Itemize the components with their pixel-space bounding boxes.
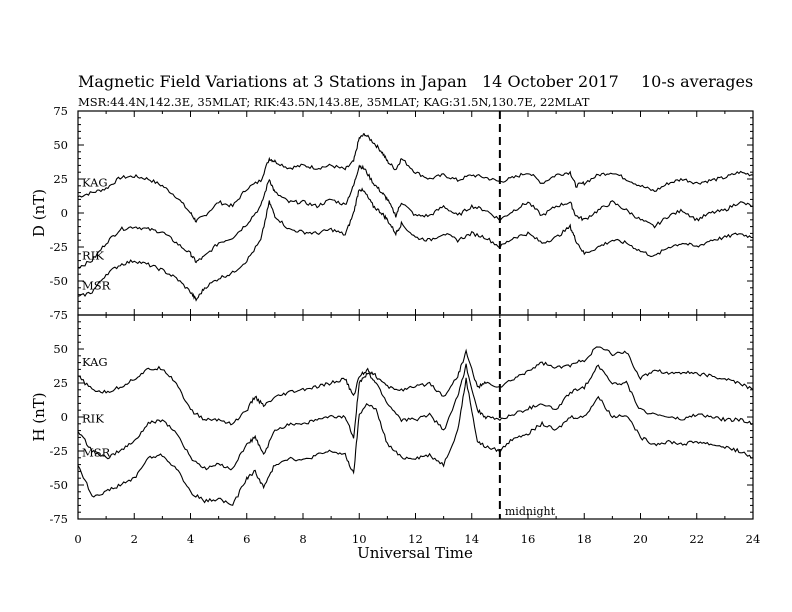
x-tick-label: 22 [689,532,704,546]
x-axis-label: Universal Time [357,544,473,562]
chart-date: 14 October 2017 [482,72,619,91]
x-tick-label: 2 [131,532,138,546]
top-series-label-rik: RIK [82,248,104,262]
bottom-y-tick-label: 25 [53,376,68,390]
top-series-msr-line [77,187,753,302]
x-tick-label: 0 [74,532,81,546]
bottom-series-label-rik: RIK [82,412,104,426]
x-tick-label: 14 [464,532,479,546]
bottom-y-tick-label: 0 [61,410,68,424]
chart-averaging: 10-s averages [641,72,753,91]
x-tick-label: 20 [633,532,648,546]
x-tick-label: 12 [408,532,423,546]
top-y-tick-label: 50 [53,138,68,152]
x-tick-label: 6 [243,532,250,546]
panel-top-frame [77,110,754,316]
top-series-kag-line [77,133,754,223]
bottom-series-kag-line [77,346,754,426]
x-tick-label: 8 [299,532,306,546]
chart-title: Magnetic Field Variations at 3 Stations … [78,72,467,91]
x-tick-label: 4 [187,532,194,546]
top-y-tick-label: -75 [49,308,68,322]
top-y-tick-label: -50 [49,274,68,288]
bottom-y-tick-label: -75 [49,512,68,526]
top-series-label-msr: MSR [82,278,111,292]
bottom-y-tick-label: -50 [49,478,68,492]
plot-layer: 75 50 25 0 -25 -50 -75 KAG RIK MSR midnight 50 25 0 -2… [49,104,760,546]
bottom-y-tick-label: -25 [49,444,68,458]
bottom-y-tick-label: 50 [53,342,68,356]
top-y-tick-label: 25 [53,172,68,186]
top-series-label-kag: KAG [82,176,108,190]
top-y-tick-label: 75 [53,104,68,118]
top-y-tick-label: -25 [49,240,68,254]
x-tick-label: 16 [521,532,536,546]
top-y-tick-label: 0 [61,206,68,220]
panel-bottom-frame [77,314,754,520]
station-coordinates: MSR:44.4N,142.3E, 35MLAT; RIK:43.5N,143.… [78,95,590,109]
x-tick-label: 24 [746,532,761,546]
midnight-label: midnight [505,505,556,518]
bottom-y-axis-label: H (nT) [30,392,48,441]
top-series-rik-line [77,164,754,269]
bottom-series-label-kag: KAG [82,355,108,369]
bottom-series-msr-line [77,377,754,506]
x-tick-label: 18 [577,532,592,546]
bottom-series-rik-line [77,363,754,471]
bottom-series-label-msr: MSR [82,446,111,460]
top-y-axis-label: D (nT) [30,189,48,237]
x-tick-label: 10 [352,532,367,546]
